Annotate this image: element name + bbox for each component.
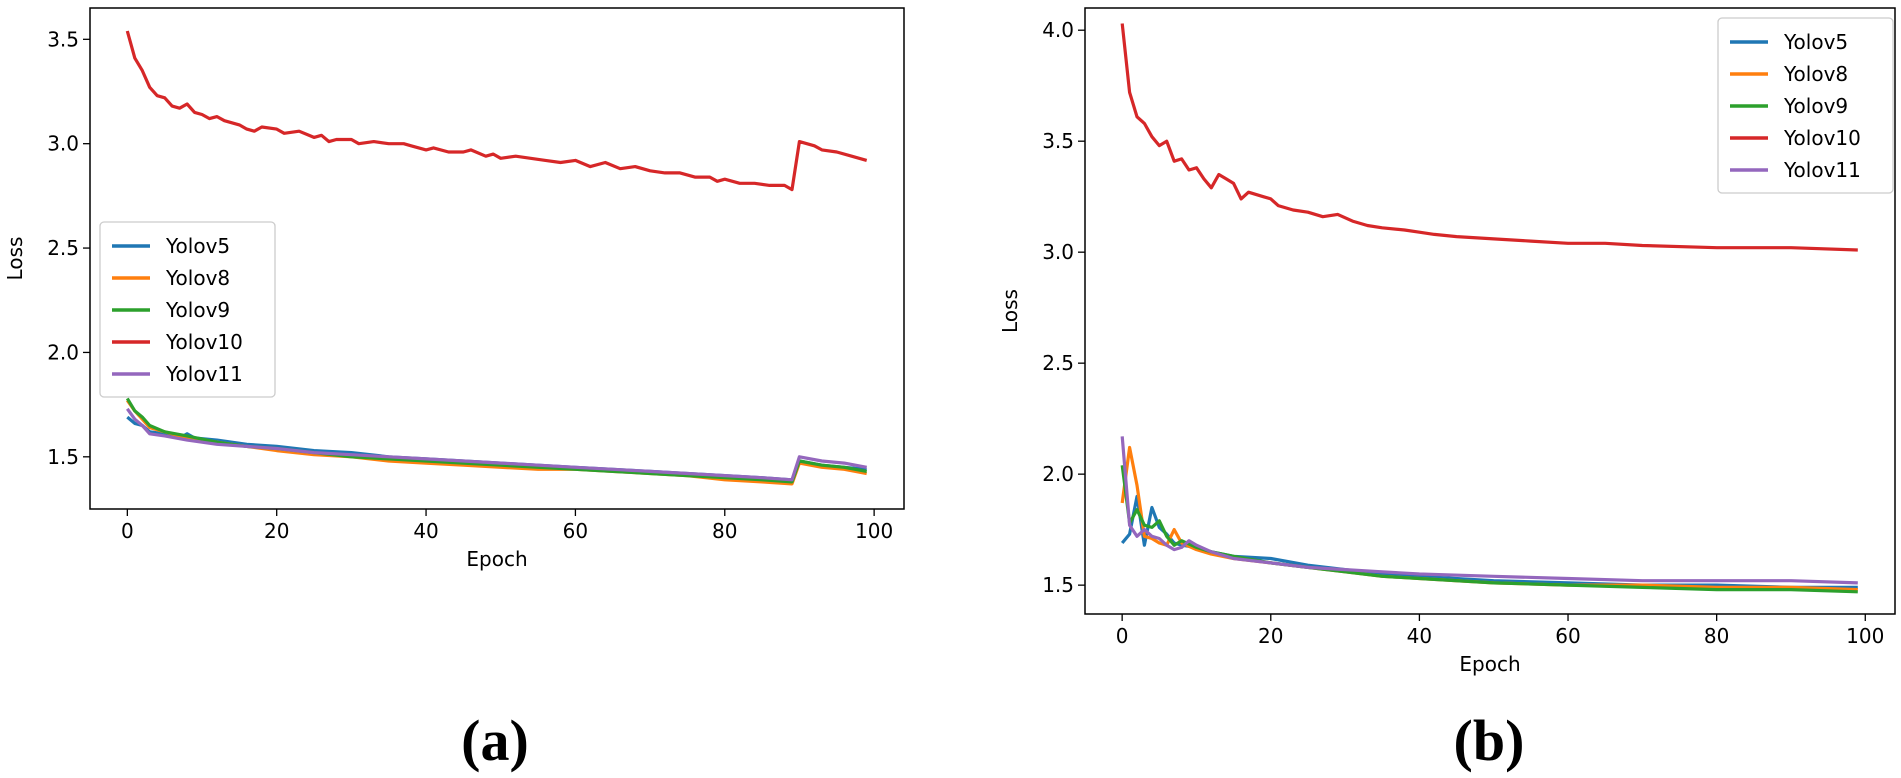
x-tick-label: 100 bbox=[1846, 624, 1884, 648]
y-tick-label: 3.5 bbox=[47, 27, 79, 51]
x-tick-label: 20 bbox=[264, 519, 289, 543]
legend-label: Yolov11 bbox=[1783, 158, 1861, 182]
series-line-yolov10 bbox=[1120, 23, 1858, 252]
x-tick-label: 0 bbox=[121, 519, 134, 543]
x-tick-label: 80 bbox=[712, 519, 737, 543]
y-tick-label: 2.0 bbox=[47, 340, 79, 364]
x-tick-label: 40 bbox=[413, 519, 438, 543]
x-axis-label: Epoch bbox=[1459, 652, 1520, 676]
y-tick-label: 2.5 bbox=[1042, 351, 1074, 375]
y-tick-label: 3.0 bbox=[1042, 240, 1074, 264]
legend-label: Yolov5 bbox=[165, 234, 230, 258]
legend: Yolov5 Yolov8 Yolov9 Yolov10 Yolov11 bbox=[99, 221, 276, 398]
series-line-yolov11 bbox=[1120, 436, 1858, 585]
panel-label: (b) bbox=[1454, 708, 1525, 773]
legend-label: Yolov5 bbox=[1783, 30, 1848, 54]
y-tick-label: 3.0 bbox=[47, 132, 79, 156]
chart-panel-b: 0 20 40 60 80 100 1.5 2.0 2.5 3.0 3.5 4.0 Epoch Loss Y… bbox=[998, 7, 1896, 773]
legend-label: Yolov9 bbox=[1783, 94, 1848, 118]
legend-label: Yolov10 bbox=[1783, 126, 1861, 150]
x-tick-label: 80 bbox=[1704, 624, 1729, 648]
y-axis-label: Loss bbox=[3, 237, 27, 281]
legend-label: Yolov8 bbox=[1783, 62, 1848, 86]
series-line-yolov11 bbox=[126, 407, 867, 482]
y-tick-label: 1.5 bbox=[47, 445, 79, 469]
y-tick-label: 4.0 bbox=[1042, 18, 1074, 42]
x-tick-label: 60 bbox=[1555, 624, 1580, 648]
series-line-yolov10 bbox=[125, 30, 868, 192]
x-tick-label: 100 bbox=[855, 519, 893, 543]
legend-box bbox=[99, 221, 276, 398]
chart-panel-a: 0 20 40 60 80 100 1.5 2.0 2.5 3.0 3.5 Epoch Loss Yolo… bbox=[3, 7, 905, 773]
y-tick-label: 2.0 bbox=[1042, 462, 1074, 486]
series-line-yolov9 bbox=[125, 397, 867, 484]
legend-box bbox=[1717, 17, 1894, 194]
x-tick-label: 20 bbox=[1258, 624, 1283, 648]
legend: Yolov5 Yolov8 Yolov9 Yolov10 Yolov11 bbox=[1717, 17, 1894, 194]
legend-label: Yolov8 bbox=[165, 266, 230, 290]
x-tick-label: 60 bbox=[563, 519, 588, 543]
x-axis-label: Epoch bbox=[466, 547, 527, 571]
y-tick-label: 1.5 bbox=[1042, 573, 1074, 597]
panel-label: (a) bbox=[461, 708, 529, 773]
x-tick-label: 0 bbox=[1116, 624, 1129, 648]
y-tick-label: 2.5 bbox=[47, 236, 79, 260]
legend-label: Yolov10 bbox=[165, 330, 243, 354]
y-tick-label: 3.5 bbox=[1042, 129, 1074, 153]
y-axis-label: Loss bbox=[998, 289, 1022, 333]
x-tick-label: 40 bbox=[1407, 624, 1432, 648]
legend-label: Yolov9 bbox=[165, 298, 230, 322]
series-line-yolov9 bbox=[1120, 465, 1858, 594]
legend-label: Yolov11 bbox=[165, 362, 243, 386]
